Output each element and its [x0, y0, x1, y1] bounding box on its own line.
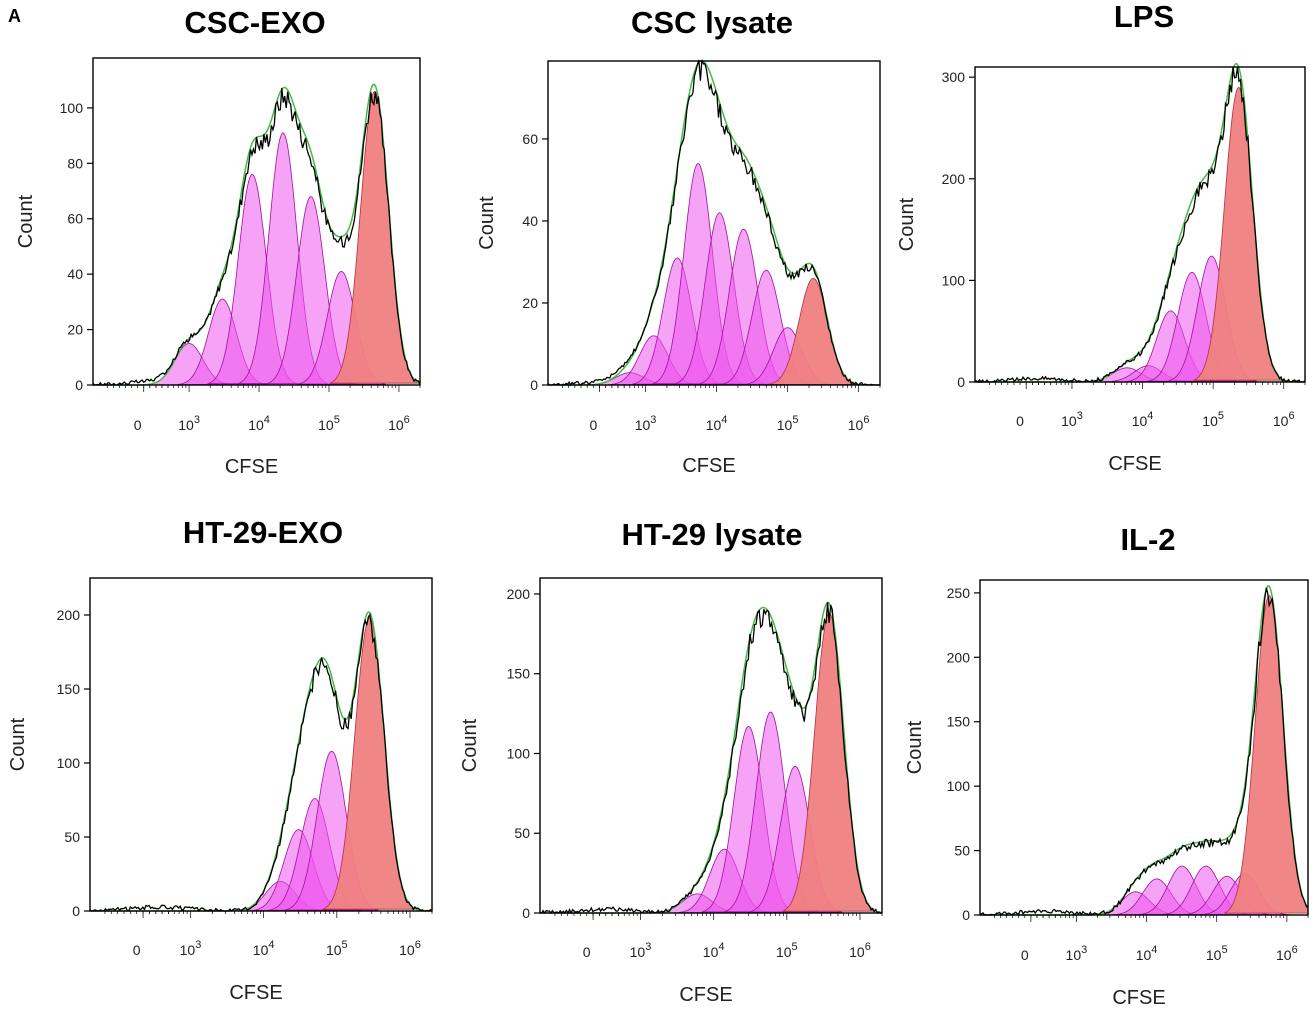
data-histogram-line — [89, 612, 433, 913]
y-tick-label: 80 — [67, 155, 83, 171]
histogram-panel: HT-29 lysate 0 50 100 150 200 0 103 104 105 106 CFS… — [459, 517, 883, 1006]
x-tick-label: 106 — [1273, 410, 1295, 429]
x-tick-label: 105 — [1202, 410, 1224, 429]
y-tick-label: 200 — [507, 586, 531, 602]
y-tick-label: 100 — [947, 778, 971, 794]
histogram-panel: CSC-EXO 0 20 40 60 80 100 0 103 104 105 106 CFSE Coun… — [15, 5, 421, 478]
y-tick-label: 40 — [522, 213, 538, 229]
y-tick-label: 0 — [962, 907, 970, 923]
y-tick-label: 250 — [947, 585, 971, 601]
chart-title: IL-2 — [1120, 522, 1175, 557]
y-tick-label: 0 — [530, 377, 538, 393]
x-tick-label: 104 — [1132, 410, 1154, 429]
plot-frame — [979, 579, 1309, 916]
histogram-panel: LPS 0 100 200 300 0 103 104 105 106 CFSE Count — [896, 0, 1306, 475]
x-tick-label: 103 — [1066, 944, 1088, 963]
x-tick-label: 106 — [399, 939, 421, 958]
chart-title: HT-29-EXO — [183, 515, 343, 550]
y-tick-label: 0 — [72, 903, 80, 919]
y-tick-label: 60 — [522, 131, 538, 147]
y-tick-label: 100 — [942, 272, 966, 288]
chart-title: CSC-EXO — [184, 5, 325, 40]
y-tick-label: 150 — [57, 681, 81, 697]
x-tick-label: 106 — [388, 414, 410, 433]
y-tick-label: 100 — [57, 755, 81, 771]
x-axis-label: CFSE — [225, 456, 278, 478]
plot-frame — [539, 577, 883, 914]
y-tick-label: 0 — [75, 377, 83, 393]
x-tick-label: 104 — [248, 414, 270, 433]
x-tick-label: 103 — [635, 414, 657, 433]
chart-title: LPS — [1114, 0, 1174, 34]
x-tick-label: 0 — [133, 942, 141, 958]
chart-title: CSC lysate — [631, 5, 793, 40]
y-tick-label: 150 — [947, 714, 971, 730]
y-tick-label: 50 — [64, 829, 80, 845]
y-axis-label: Count — [904, 720, 926, 774]
x-tick-label: 105 — [777, 414, 799, 433]
x-tick-label: 103 — [180, 939, 202, 958]
histogram-panel: HT-29-EXO 0 50 100 150 200 0 103 104 105 106 CFSE Co… — [7, 515, 433, 1004]
x-tick-label: 106 — [1276, 944, 1298, 963]
x-tick-label: 104 — [706, 414, 728, 433]
y-tick-label: 50 — [514, 825, 530, 841]
y-axis-label: Count — [459, 718, 481, 772]
chart-title: HT-29 lysate — [622, 517, 803, 552]
plot-frame — [547, 60, 881, 386]
x-tick-label: 104 — [703, 941, 725, 960]
y-tick-label: 0 — [957, 374, 965, 390]
x-tick-label: 106 — [848, 414, 870, 433]
y-tick-label: 20 — [67, 322, 83, 338]
y-tick-label: 200 — [947, 649, 971, 665]
y-axis-label: Count — [896, 197, 918, 251]
x-tick-label: 0 — [1016, 413, 1024, 429]
x-tick-label: 0 — [589, 417, 597, 433]
data-histogram-line — [974, 66, 1306, 384]
x-tick-label: 103 — [178, 414, 200, 433]
data-histogram-line — [92, 88, 421, 387]
y-tick-label: 200 — [942, 171, 966, 187]
x-axis-label: CFSE — [229, 982, 282, 1004]
y-tick-label: 300 — [942, 69, 966, 85]
x-tick-label: 104 — [1136, 944, 1158, 963]
y-tick-label: 150 — [507, 666, 531, 682]
panel-letter: A — [8, 6, 21, 26]
x-tick-label: 105 — [776, 941, 798, 960]
x-tick-label: 103 — [1061, 410, 1083, 429]
x-axis-label: CFSE — [682, 455, 735, 477]
x-tick-label: 105 — [318, 414, 340, 433]
y-tick-label: 60 — [67, 211, 83, 227]
data-histogram-line — [539, 602, 883, 915]
x-tick-label: 104 — [253, 939, 275, 958]
data-histogram-line — [979, 587, 1309, 917]
x-tick-label: 103 — [630, 941, 652, 960]
y-axis-label: Count — [7, 717, 29, 771]
x-axis-label: CFSE — [1112, 987, 1165, 1009]
y-tick-label: 20 — [522, 295, 538, 311]
plot-frame — [974, 66, 1306, 383]
x-tick-label: 105 — [1206, 944, 1228, 963]
x-tick-label: 105 — [326, 939, 348, 958]
x-tick-label: 0 — [583, 944, 591, 960]
plot-frame — [89, 577, 433, 912]
y-tick-label: 200 — [57, 607, 81, 623]
x-tick-label: 106 — [849, 941, 871, 960]
data-histogram-line — [547, 59, 880, 387]
parent-peak — [1224, 594, 1309, 914]
y-tick-label: 40 — [67, 266, 83, 282]
y-tick-label: 100 — [60, 100, 84, 116]
y-axis-label: Count — [476, 196, 498, 250]
histogram-panel: IL-2 0 50 100 150 200 250 0 103 104 105 106 CFSE Coun… — [904, 522, 1309, 1009]
x-tick-label: 0 — [134, 417, 142, 433]
y-tick-label: 0 — [522, 905, 530, 921]
plot-frame — [92, 57, 421, 386]
histogram-panel: CSC lysate 0 20 40 60 0 103 104 105 106 CFSE Count — [476, 5, 881, 477]
x-tick-label: 0 — [1021, 947, 1029, 963]
x-axis-label: CFSE — [679, 984, 732, 1006]
y-axis-label: Count — [15, 194, 37, 248]
y-tick-label: 50 — [954, 843, 970, 859]
y-tick-label: 100 — [507, 745, 531, 761]
x-axis-label: CFSE — [1108, 453, 1161, 475]
